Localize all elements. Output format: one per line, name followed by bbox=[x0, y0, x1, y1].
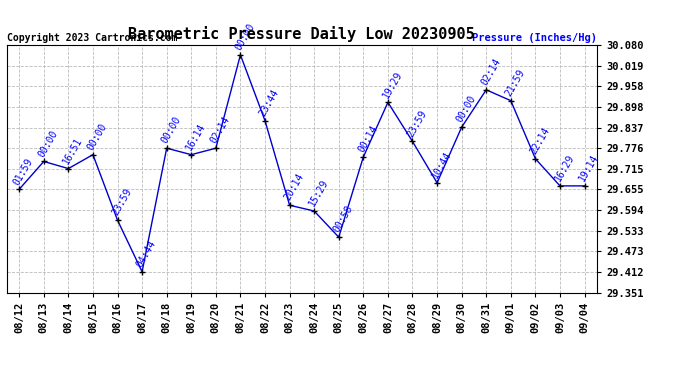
Text: 19:29: 19:29 bbox=[381, 69, 404, 100]
Text: 02:14: 02:14 bbox=[479, 57, 502, 87]
Text: 21:59: 21:59 bbox=[504, 68, 527, 98]
Text: 23:44: 23:44 bbox=[258, 87, 281, 118]
Text: 16:14: 16:14 bbox=[184, 122, 207, 152]
Text: 01:59: 01:59 bbox=[12, 156, 35, 186]
Text: 00:00: 00:00 bbox=[455, 94, 477, 124]
Text: 10:44: 10:44 bbox=[430, 150, 453, 180]
Text: 00:00: 00:00 bbox=[37, 128, 60, 159]
Text: Pressure (Inches/Hg): Pressure (Inches/Hg) bbox=[472, 33, 597, 42]
Text: 16:29: 16:29 bbox=[553, 153, 576, 183]
Text: 23:59: 23:59 bbox=[405, 108, 428, 139]
Text: 20:14: 20:14 bbox=[282, 172, 306, 202]
Text: 22:14: 22:14 bbox=[528, 126, 551, 156]
Text: 00:14: 00:14 bbox=[356, 124, 380, 154]
Text: Copyright 2023 Cartronics.com: Copyright 2023 Cartronics.com bbox=[7, 33, 177, 42]
Text: 00:00: 00:00 bbox=[86, 122, 109, 152]
Text: 00:00: 00:00 bbox=[159, 115, 183, 146]
Text: 00:00: 00:00 bbox=[233, 22, 257, 52]
Text: 19:14: 19:14 bbox=[578, 153, 600, 183]
Text: 15:29: 15:29 bbox=[307, 178, 331, 208]
Text: 23:59: 23:59 bbox=[110, 187, 134, 218]
Text: 04:44: 04:44 bbox=[135, 238, 158, 269]
Title: Barometric Pressure Daily Low 20230905: Barometric Pressure Daily Low 20230905 bbox=[128, 27, 475, 42]
Text: 02:14: 02:14 bbox=[208, 115, 232, 146]
Text: 16:51: 16:51 bbox=[61, 135, 84, 166]
Text: 00:58: 00:58 bbox=[331, 204, 355, 234]
